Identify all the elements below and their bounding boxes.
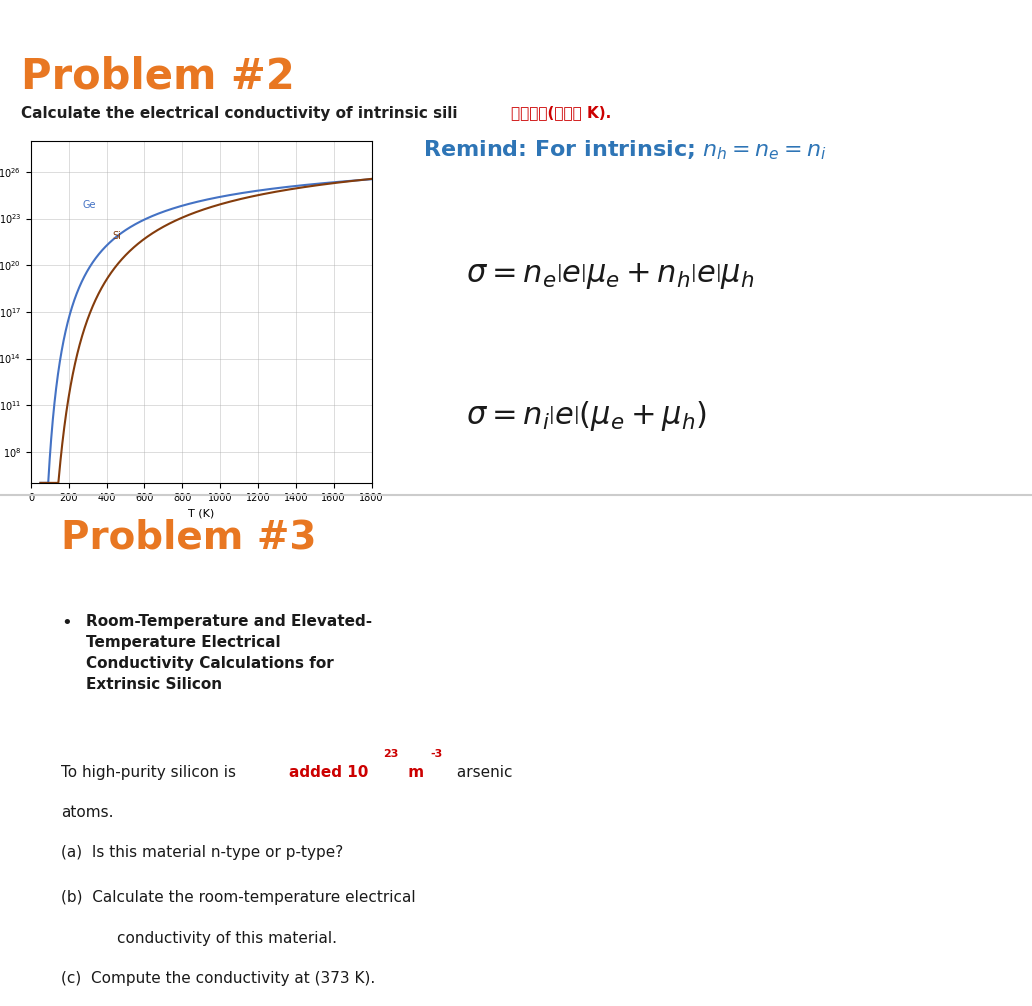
Text: တတတတ(တတတ K).: တတတတ(တတတ K).	[511, 106, 611, 121]
Text: To high-purity silicon is: To high-purity silicon is	[61, 765, 240, 780]
Text: (a)  Is this material n-type or p-type?: (a) Is this material n-type or p-type?	[61, 845, 344, 860]
Text: Si: Si	[112, 230, 121, 240]
Text: $\sigma = n_i\left|e\right|(\mu_e + \mu_h)$: $\sigma = n_i\left|e\right|(\mu_e + \mu_…	[466, 398, 707, 433]
Text: •: •	[61, 614, 72, 632]
Text: Ge: Ge	[83, 200, 96, 209]
Text: 23: 23	[383, 749, 398, 760]
Text: $\sigma = n_e\left|e\right|\mu_e + n_h\left|e\right|\mu_h$: $\sigma = n_e\left|e\right|\mu_e + n_h\l…	[466, 262, 754, 291]
Text: m: m	[402, 765, 424, 780]
Text: Problem #2: Problem #2	[21, 55, 294, 98]
Text: Calculate the electrical conductivity of intrinsic sili: Calculate the electrical conductivity of…	[21, 106, 457, 121]
Text: Room-Temperature and Elevated-
Temperature Electrical
Conductivity Calculations : Room-Temperature and Elevated- Temperatu…	[87, 614, 373, 692]
Text: arsenic: arsenic	[452, 765, 513, 780]
Text: added 10: added 10	[289, 765, 368, 780]
X-axis label: T (K): T (K)	[188, 508, 215, 518]
Text: (c)  Compute the conductivity at (373 K).: (c) Compute the conductivity at (373 K).	[61, 971, 376, 986]
Text: -3: -3	[430, 749, 443, 760]
Text: Remind: For intrinsic; $n_h = n_e = n_i$: Remind: For intrinsic; $n_h = n_e = n_i$	[423, 139, 827, 162]
Text: conductivity of this material.: conductivity of this material.	[117, 931, 336, 946]
Text: Problem #3: Problem #3	[61, 518, 317, 556]
Text: atoms.: atoms.	[61, 805, 114, 820]
Text: (b)  Calculate the room-temperature electrical: (b) Calculate the room-temperature elect…	[61, 890, 416, 905]
